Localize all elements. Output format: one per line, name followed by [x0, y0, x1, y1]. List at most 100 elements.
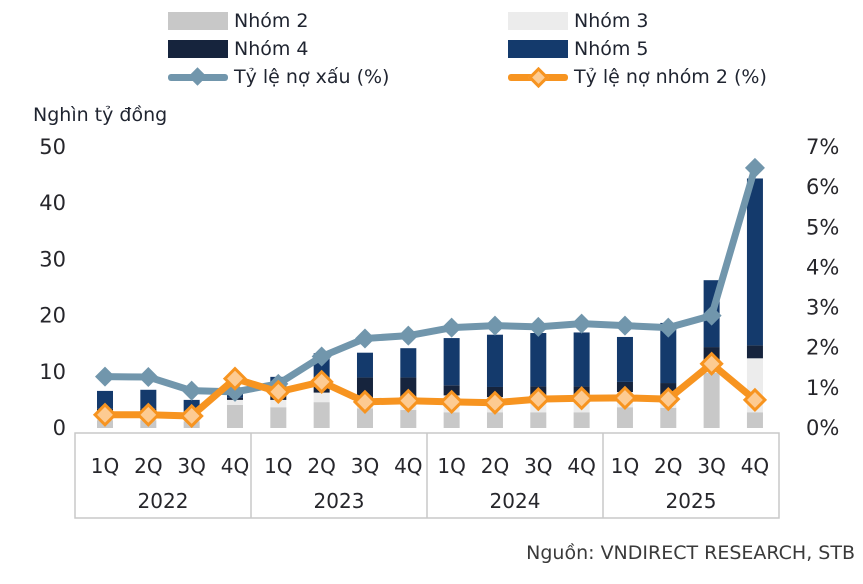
npl-ratio-marker: [138, 367, 159, 388]
group2-ratio-marker: [222, 366, 248, 391]
bar-segment-nhóm-2: [400, 410, 417, 428]
group2-ratio-marker: [699, 351, 724, 376]
npl-ratio-marker: [744, 157, 765, 178]
year-label: 2022: [138, 489, 189, 513]
npl-ratio-marker: [354, 328, 375, 349]
year-label: 2024: [490, 489, 541, 513]
npl-ratio-line: [104, 166, 759, 396]
quarter-label: 2Q: [134, 454, 162, 478]
legend-label-nhom-4: Nhóm 4: [234, 38, 309, 60]
legend-item-ty-le-no-xau: Tỷ lệ nợ xấu (%): [168, 66, 389, 88]
quarter-label: 1Q: [91, 454, 119, 478]
legend-line-npl-icon: [168, 67, 228, 86]
bar-segment-nhóm-2: [616, 407, 633, 428]
right-axis-tick-label: 2%: [806, 336, 839, 360]
group2-ratio-marker: [136, 402, 161, 427]
group2-ratio-marker: [656, 386, 681, 412]
npl-ratio-marker: [95, 366, 115, 387]
legend-item-nhom-2: Nhóm 2: [168, 10, 309, 32]
year-label: 2025: [666, 489, 717, 513]
group2-ratio-marker: [482, 390, 508, 415]
legend-label-nhom-3: Nhóm 3: [574, 10, 649, 32]
group2-ratio-marker: [396, 388, 421, 413]
source-credit: Nguồn: VNDIRECT RESEARCH, STB: [526, 542, 855, 564]
quarter-label: 4Q: [741, 454, 769, 478]
group2-ratio-marker: [526, 386, 551, 412]
bar-segment-nhóm-5: [486, 334, 503, 387]
left-axis-tick-label: 30: [39, 247, 66, 271]
group2-ratio-marker: [612, 385, 638, 411]
legend-item-nhom-5: Nhóm 5: [508, 38, 649, 60]
group2-ratio-marker: [569, 386, 594, 411]
bar-segment-nhóm-5: [530, 333, 547, 387]
bar-segment-nhóm-4: [746, 345, 763, 359]
bar-segment-nhóm-2: [746, 412, 763, 428]
quarter-label: 2Q: [307, 454, 335, 478]
legend-swatch-nhom-4-icon: [168, 40, 228, 58]
legend-label-ty-le-no-nhom-2: Tỷ lệ nợ nhóm 2 (%): [574, 66, 767, 88]
year-label: 2023: [314, 489, 365, 513]
bar-segment-nhóm-2: [530, 412, 547, 428]
npl-ratio-marker: [441, 317, 462, 338]
bar-segment-nhóm-2: [443, 412, 460, 428]
legend-item-nhom-3: Nhóm 3: [508, 10, 649, 32]
bar-segment-nhóm-5: [140, 389, 157, 409]
right-axis-tick-label: 0%: [806, 416, 839, 440]
left-axis-tick-label: 40: [39, 191, 66, 215]
bar-segment-nhóm-2: [486, 412, 503, 428]
legend-swatch-nhom-3-icon: [508, 12, 568, 30]
quarter-label: 1Q: [264, 454, 292, 478]
legend-label-ty-le-no-xau: Tỷ lệ nợ xấu (%): [234, 66, 390, 88]
quarter-label: 4Q: [567, 454, 595, 478]
right-axis-tick-label: 1%: [806, 376, 839, 400]
group2-ratio-line: [105, 360, 758, 420]
npl-ratio-marker: [571, 313, 592, 334]
quarter-label: 3Q: [351, 454, 379, 478]
bar-segment-nhóm-5: [356, 352, 373, 378]
bar-segment-nhóm-3: [313, 392, 330, 403]
bar-segment-nhóm-2: [356, 408, 373, 428]
left-axis-title: Nghìn tỷ đồng: [33, 104, 168, 126]
quarter-label: 1Q: [437, 454, 465, 478]
bar-segment-nhóm-5: [573, 332, 590, 387]
bar-segment-nhóm-5: [616, 336, 633, 382]
legend-line-group2-icon: [508, 66, 568, 89]
group2-ratio-marker: [92, 402, 118, 427]
npl-ratio-marker: [528, 316, 549, 337]
left-axis-tick-label: 50: [39, 135, 66, 159]
right-axis-tick-label: 5%: [806, 215, 839, 239]
bar-segment-nhóm-2: [270, 407, 287, 428]
bar-segment-nhóm-5: [660, 322, 677, 384]
npl-ratio-marker: [701, 305, 722, 326]
quarter-label: 1Q: [611, 454, 639, 478]
right-axis-tick-label: 4%: [806, 255, 839, 279]
bar-segment-nhóm-5: [97, 390, 113, 409]
quarter-label: 2Q: [481, 454, 509, 478]
bar-segment-nhóm-2: [703, 372, 720, 428]
legend-swatch-nhom-2-icon: [168, 12, 228, 30]
group2-ratio-marker: [309, 369, 334, 394]
legend-swatch-nhom-5-icon: [508, 40, 568, 58]
npl-ratio-marker: [311, 346, 332, 367]
left-axis-tick-label: 0: [53, 416, 66, 440]
npl-ratio-marker: [398, 325, 419, 346]
legend-item-ty-le-no-nhom-2: Tỷ lệ nợ nhóm 2 (%): [508, 66, 767, 89]
quarter-label: 4Q: [394, 454, 422, 478]
npl-ratio-marker: [484, 315, 505, 336]
quarter-label: 3Q: [524, 454, 552, 478]
bar-segment-nhóm-5: [400, 348, 417, 378]
npl-ratio-marker: [658, 317, 679, 338]
group2-ratio-marker: [742, 387, 768, 413]
npl-ratio-marker: [614, 315, 635, 336]
bar-segment-nhóm-2: [573, 412, 590, 428]
quarter-label: 3Q: [697, 454, 725, 478]
group2-ratio-marker: [266, 379, 291, 404]
bar-segment-nhóm-2: [660, 407, 677, 428]
right-axis-tick-label: 7%: [806, 135, 839, 159]
quarter-label: 3Q: [177, 454, 205, 478]
group2-ratio-marker: [439, 389, 464, 415]
group2-ratio-marker: [179, 403, 204, 429]
legend-label-nhom-5: Nhóm 5: [574, 38, 649, 60]
